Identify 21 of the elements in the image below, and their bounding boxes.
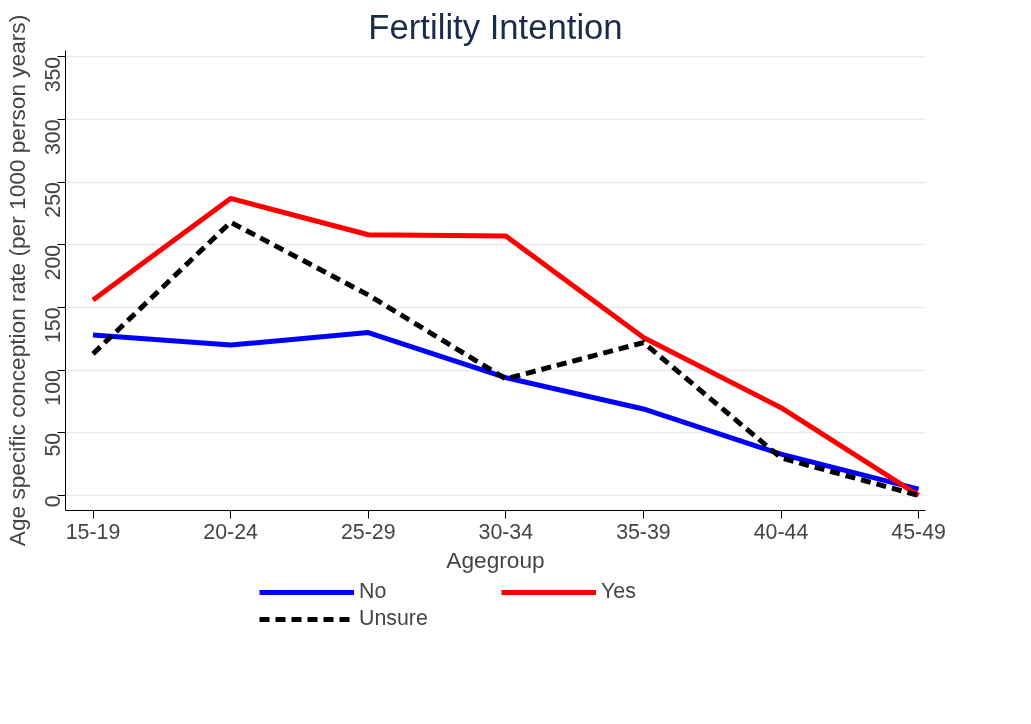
legend-label: Yes [601, 579, 637, 604]
x-axis-title: Agegroup [446, 546, 545, 573]
y-tick-label: 50 [41, 432, 65, 457]
chart-title: Fertility Intention [368, 7, 623, 46]
x-tick-label: 20-24 [203, 519, 259, 544]
x-tick-label: 35-39 [616, 519, 671, 544]
y-tick-label: 250 [41, 181, 65, 218]
legend-label: Unsure [359, 606, 429, 631]
y-axis-title: Age specific conception rate (per 1000 person years) [3, 14, 30, 547]
y-tick-label: 100 [41, 369, 65, 406]
y-tick-label: 150 [41, 307, 65, 344]
x-tick-label: 25-29 [340, 519, 396, 544]
y-tick-label: 0 [41, 495, 65, 508]
legend-label: No [359, 579, 388, 604]
x-tick-label: 30-34 [478, 519, 534, 544]
y-tick-label: 200 [41, 244, 65, 281]
y-tick-label: 300 [41, 119, 65, 156]
x-tick-label: 45-49 [891, 519, 946, 544]
x-tick-label: 15-19 [65, 519, 121, 544]
x-tick-label: 40-44 [753, 519, 809, 544]
y-tick-label: 350 [41, 56, 65, 93]
